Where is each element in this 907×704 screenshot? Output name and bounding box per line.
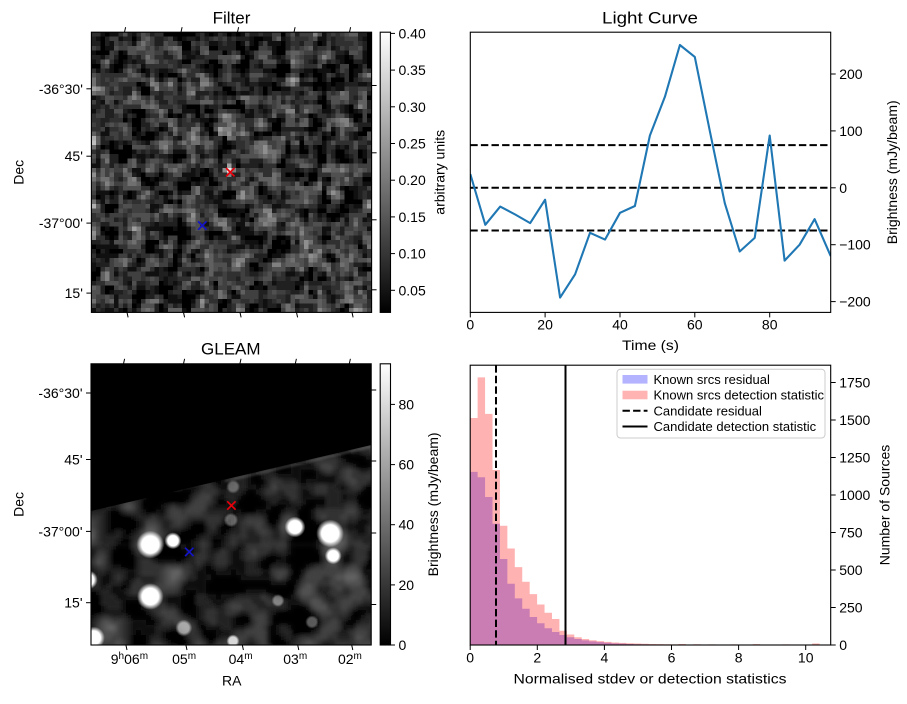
svg-text:0: 0 [466, 317, 474, 333]
svg-text:0.15: 0.15 [399, 209, 426, 225]
svg-text:0.10: 0.10 [399, 246, 426, 262]
svg-text:Dec: Dec [11, 160, 27, 185]
svg-text:-36°30': -36°30' [39, 81, 83, 97]
svg-text:-37°00': -37°00' [38, 523, 82, 539]
svg-text:8: 8 [735, 650, 743, 666]
svg-text:Known srcs residual: Known srcs residual [654, 372, 770, 387]
svg-text:0.25: 0.25 [399, 136, 426, 152]
svg-text:1250: 1250 [839, 450, 870, 466]
svg-text:40: 40 [612, 317, 628, 333]
svg-text:1500: 1500 [839, 412, 870, 428]
svg-text:0.40: 0.40 [399, 25, 426, 41]
svg-text:200: 200 [839, 66, 863, 82]
svg-text:4: 4 [601, 650, 609, 666]
svg-text:Light Curve: Light Curve [602, 9, 698, 28]
svg-text:45': 45' [65, 148, 83, 164]
svg-text:arbitrary units: arbitrary units [432, 130, 448, 215]
svg-text:2: 2 [533, 650, 541, 666]
svg-text:750: 750 [839, 525, 863, 541]
svg-text:-37°00': -37°00' [39, 215, 83, 231]
svg-text:15': 15' [65, 285, 83, 301]
svg-text:20: 20 [399, 577, 415, 593]
svg-text:0.35: 0.35 [399, 62, 426, 78]
svg-text:Brightness (mJy/beam): Brightness (mJy/beam) [425, 432, 441, 576]
svg-text:0.20: 0.20 [399, 172, 426, 188]
svg-text:Brightness (mJy/beam): Brightness (mJy/beam) [884, 100, 900, 244]
svg-text:Known srcs detection statistic: Known srcs detection statistic [654, 388, 825, 403]
svg-text:Time (s): Time (s) [622, 337, 679, 353]
svg-text:250: 250 [839, 600, 863, 616]
svg-text:0: 0 [839, 637, 847, 653]
svg-text:100: 100 [839, 123, 863, 139]
svg-text:0: 0 [399, 637, 407, 653]
svg-text:−200: −200 [839, 294, 871, 310]
svg-text:40: 40 [399, 517, 415, 533]
svg-text:-36°30': -36°30' [38, 385, 82, 401]
svg-text:0.05: 0.05 [399, 282, 426, 298]
svg-text:GLEAM: GLEAM [201, 340, 261, 359]
svg-text:6: 6 [668, 650, 676, 666]
svg-text:80: 80 [762, 317, 778, 333]
svg-text:0: 0 [466, 650, 474, 666]
svg-text:500: 500 [839, 562, 863, 578]
svg-text:Candidate detection statistic: Candidate detection statistic [654, 419, 817, 434]
svg-text:45': 45' [64, 452, 82, 468]
svg-text:Dec: Dec [11, 492, 27, 517]
svg-text:0.30: 0.30 [399, 99, 426, 115]
svg-text:Number of Sources: Number of Sources [877, 445, 893, 566]
svg-text:15': 15' [64, 595, 82, 611]
svg-text:RA: RA [222, 673, 242, 689]
svg-text:Normalised stdev or detection: Normalised stdev or detection statistics [514, 671, 787, 687]
svg-text:60: 60 [399, 457, 415, 473]
svg-text:1000: 1000 [839, 487, 870, 503]
svg-text:20: 20 [537, 317, 553, 333]
svg-text:−100: −100 [839, 237, 871, 253]
svg-text:10: 10 [798, 650, 814, 666]
svg-text:60: 60 [687, 317, 703, 333]
svg-text:1750: 1750 [839, 375, 870, 391]
svg-text:Candidate residual: Candidate residual [654, 403, 763, 418]
svg-text:Filter: Filter [213, 9, 251, 28]
svg-text:80: 80 [399, 396, 415, 412]
svg-text:0: 0 [839, 180, 847, 196]
